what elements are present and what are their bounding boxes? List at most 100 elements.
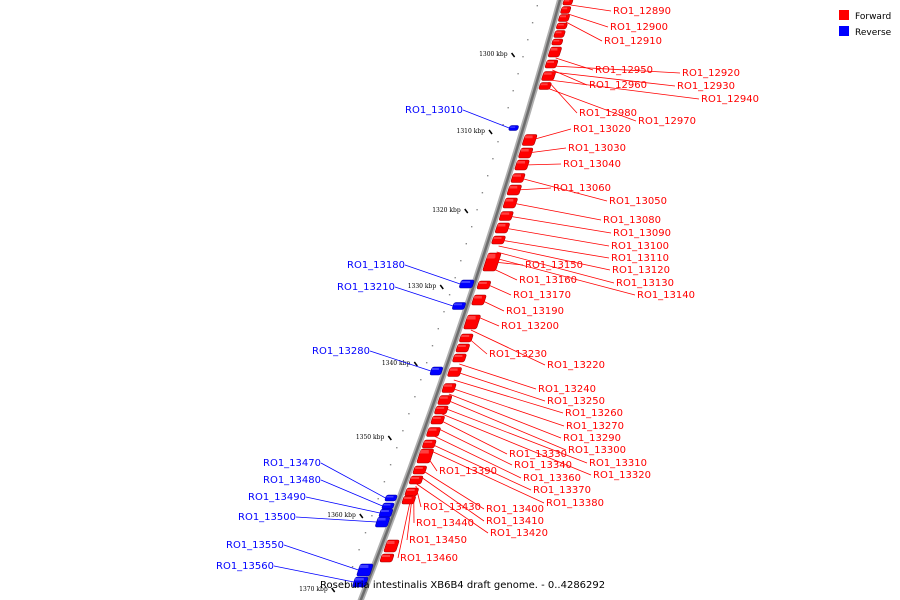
gene-highlight [547, 61, 554, 63]
forward-gene-label: RO1_13320 [593, 470, 651, 481]
reverse-gene-feature [508, 125, 519, 131]
forward-gene-label: RO1_13430 [423, 502, 481, 513]
gene-highlight [386, 541, 395, 544]
forward-gene-label: RO1_13270 [566, 421, 624, 432]
reverse-gene-label: RO1_13180 [347, 260, 405, 271]
scale-tick [464, 208, 469, 214]
forward-gene-leader [419, 475, 485, 522]
forward-gene-feature [541, 71, 556, 81]
gene-highlight [486, 254, 496, 259]
scale-tick [387, 435, 392, 441]
gene-highlight [383, 504, 391, 506]
forward-gene-feature [455, 343, 470, 353]
scale-dot [358, 549, 360, 551]
gene-highlight [478, 282, 487, 284]
forward-gene-label: RO1_13120 [612, 265, 670, 276]
forward-gene-label: RO1_13080 [603, 215, 661, 226]
forward-gene-leader [493, 261, 524, 266]
forward-gene-label: RO1_13330 [509, 449, 567, 460]
forward-gene-feature [422, 439, 437, 449]
scale-tick-label: 1370 kbp [299, 586, 328, 593]
scale-dot [377, 498, 379, 500]
forward-gene-label: RO1_12930 [677, 81, 735, 92]
forward-gene-leader [406, 495, 413, 541]
scale-dot [383, 481, 386, 483]
scale-dot [476, 209, 478, 211]
scale-tick-label: 1300 kbp [479, 51, 508, 58]
forward-gene-label: RO1_13440 [416, 518, 474, 529]
forward-gene-label: RO1_13420 [490, 528, 548, 539]
legend-forward-swatch [839, 10, 849, 20]
forward-gene-leader [470, 329, 546, 366]
forward-gene-label: RO1_13050 [609, 196, 667, 207]
scale-dot [492, 158, 494, 160]
forward-gene-leader [491, 267, 518, 281]
scale-dot [396, 447, 398, 449]
gene-highlight [354, 578, 364, 581]
gene-highlight [419, 450, 429, 454]
gene-highlight [524, 135, 533, 139]
scale-dot [512, 90, 514, 92]
forward-gene-feature [412, 465, 427, 475]
forward-gene-leader [531, 128, 572, 141]
gene-highlight [517, 161, 525, 164]
forward-gene-feature [463, 314, 481, 330]
scale-tick-label: 1330 kbp [408, 283, 437, 290]
scale-dot [487, 175, 489, 177]
gene-highlight [520, 149, 529, 152]
forward-gene-label: RO1_13360 [523, 473, 581, 484]
gene-highlight [457, 345, 466, 347]
gene-highlight [377, 518, 386, 521]
forward-gene-label: RO1_13410 [486, 516, 544, 527]
forward-gene-feature [548, 46, 562, 58]
gene-highlight [444, 384, 452, 387]
gene-highlight [493, 237, 502, 239]
gene-highlight [424, 441, 433, 443]
scale-dot [507, 107, 509, 109]
forward-gene-leader [512, 202, 602, 221]
legend-reverse-swatch [839, 26, 849, 36]
scale-tick [331, 587, 336, 593]
gene-highlight [439, 396, 448, 399]
forward-gene-label: RO1_13260 [565, 408, 623, 419]
forward-gene-leader [433, 435, 522, 479]
scale-dot [448, 294, 451, 296]
forward-gene-label: RO1_13250 [547, 396, 605, 407]
forward-gene-label: RO1_12900 [610, 22, 668, 33]
forward-gene-leader [498, 245, 611, 271]
gene-highlight [557, 24, 564, 26]
gene-highlight [501, 212, 510, 215]
forward-gene-label: RO1_13230 [489, 349, 547, 360]
genome-caption: Roseburia intestinalis XB6B4 draft genom… [320, 580, 605, 591]
reverse-gene-label: RO1_13550 [226, 540, 284, 551]
forward-gene-feature [491, 235, 506, 245]
legend-reverse-label: Reverse [855, 28, 892, 38]
gene-highlight [461, 335, 470, 337]
reverse-gene-leader [394, 286, 454, 307]
gene-highlight [553, 40, 560, 42]
forward-gene-feature [518, 147, 534, 159]
scale-dot [471, 226, 473, 228]
gene-highlight [562, 7, 568, 10]
scale-dot [431, 345, 434, 347]
forward-gene-leader [496, 251, 615, 284]
scale-dot [371, 515, 373, 517]
scale-dot [351, 566, 354, 568]
forward-gene-leader [439, 419, 508, 455]
gene-highlight [454, 303, 462, 306]
forward-gene-leader [549, 79, 700, 100]
reverse-gene-leader [305, 496, 380, 514]
forward-gene-feature [558, 14, 570, 22]
scale-tick [510, 52, 516, 58]
forward-gene-feature [556, 22, 568, 30]
gene-highlight [406, 489, 415, 491]
forward-gene-label: RO1_12950 [595, 65, 653, 76]
forward-gene-leader [519, 177, 608, 202]
forward-gene-feature [476, 280, 491, 290]
forward-gene-leader [397, 501, 411, 559]
reverse-gene-feature [384, 494, 398, 502]
gene-highlight [505, 199, 514, 202]
forward-gene-label: RO1_12960 [589, 80, 647, 91]
scale-dot [527, 39, 529, 41]
